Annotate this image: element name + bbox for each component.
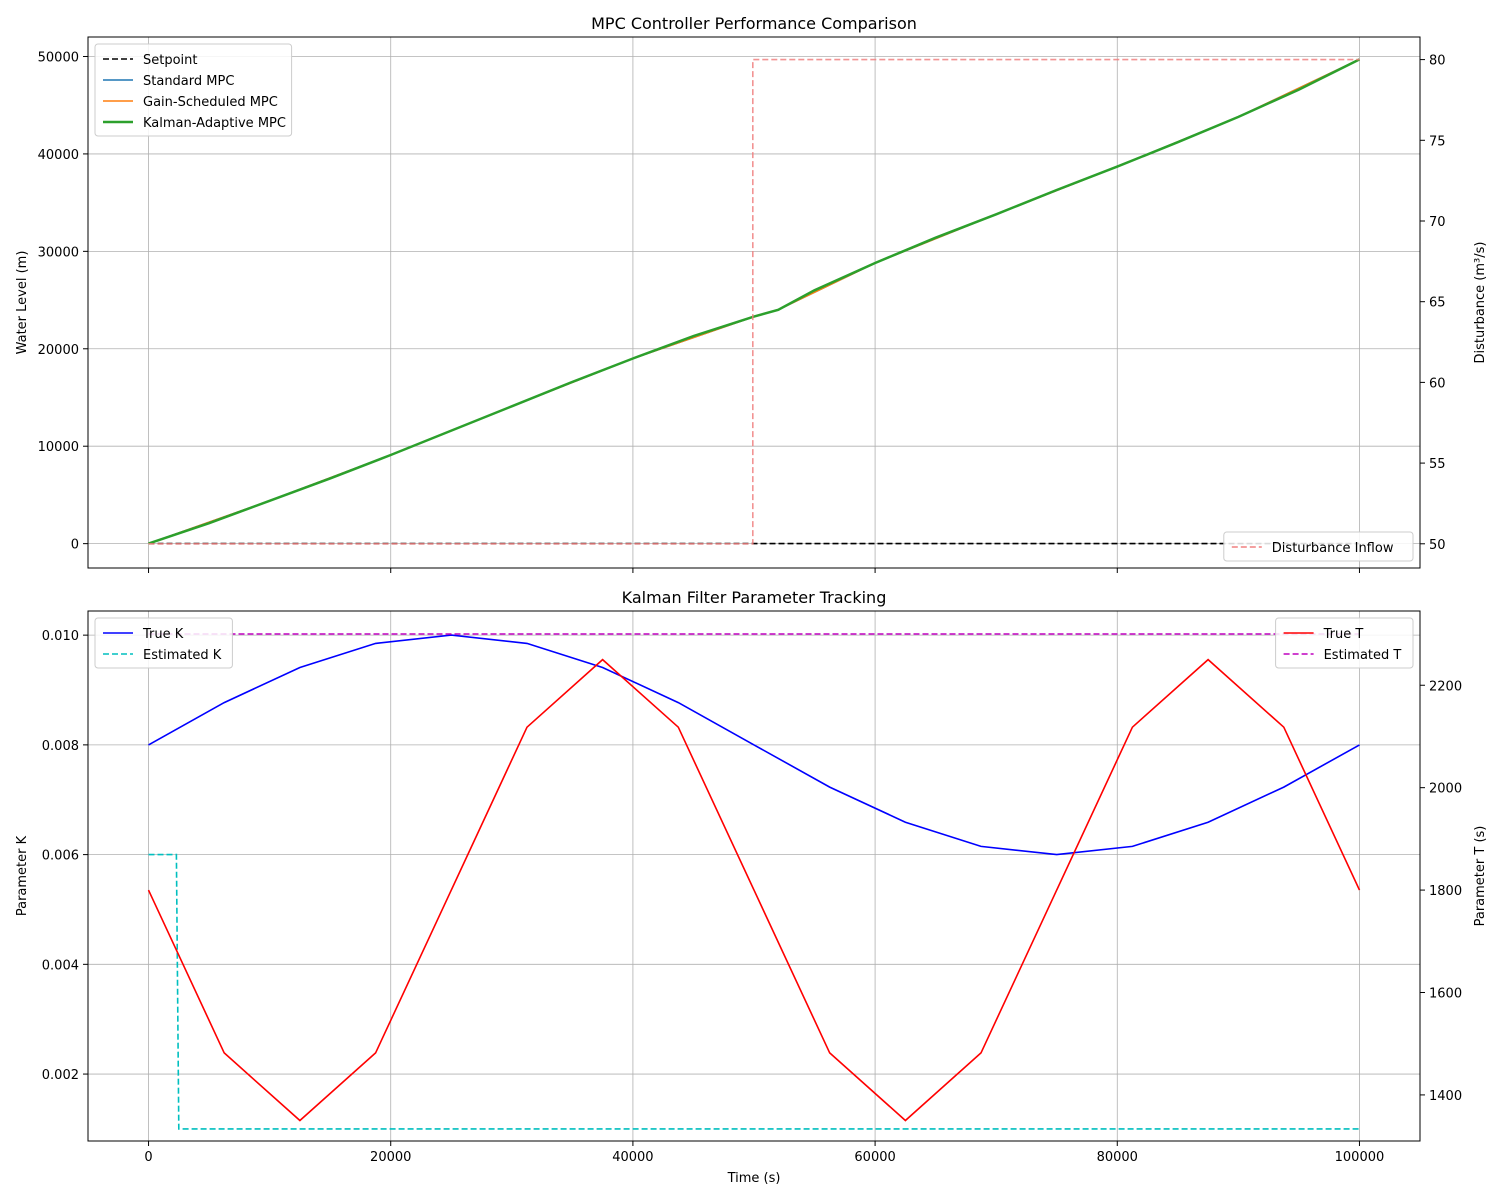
bottom-x-tick-label: 100000 bbox=[1335, 1150, 1385, 1165]
top-y2-tick-label: 55 bbox=[1429, 457, 1446, 472]
top-y-tick-label: 50000 bbox=[38, 50, 79, 65]
bottom-x-tick-label: 80000 bbox=[1097, 1150, 1138, 1165]
legend-label: Standard MPC bbox=[143, 74, 234, 89]
bottom-x-tick-label: 60000 bbox=[854, 1150, 895, 1165]
legend-box bbox=[94, 617, 233, 669]
panel-top: 0 10000 20000 30000 40000 50000 50 55 60 65 70 75 80… bbox=[15, 14, 1488, 573]
series-kalman-adaptive-mpc bbox=[148, 58, 1361, 545]
bottom-chart-title: Kalman Filter Parameter Tracking bbox=[622, 588, 887, 607]
series-estimated-k bbox=[148, 853, 1360, 1130]
top-y-tick-label: 30000 bbox=[38, 245, 79, 260]
bottom-plot-area bbox=[147, 633, 1361, 1130]
bottom-y-axis-label: Parameter K bbox=[15, 835, 30, 916]
series-gain-scheduled-mpc bbox=[148, 58, 1360, 545]
series-true-k bbox=[148, 634, 1360, 856]
top-y-tick-label: 10000 bbox=[38, 440, 79, 455]
legend-box bbox=[94, 43, 293, 137]
legend-box bbox=[1223, 531, 1414, 562]
series-true-t bbox=[147, 658, 1361, 1122]
top-y2-tick-label: 75 bbox=[1429, 134, 1446, 149]
legend-label: Disturbance Inflow bbox=[1272, 541, 1394, 556]
legend-label: Estimated K bbox=[143, 648, 222, 663]
top-axes-frame bbox=[87, 36, 1421, 569]
top-plot-area bbox=[148, 58, 1361, 545]
legend-box bbox=[1275, 617, 1414, 669]
legend-label: Kalman-Adaptive MPC bbox=[143, 116, 286, 131]
top-y2-tick-label: 50 bbox=[1429, 538, 1446, 553]
bottom-y-tick-label: 0.004 bbox=[42, 958, 79, 973]
top-y2-tick-label: 80 bbox=[1429, 54, 1446, 69]
panel-bottom: 0 20000 40000 60000 80000 100000 0.002 0.004 0.0… bbox=[15, 588, 1488, 1186]
bottom-x-tick-label: 20000 bbox=[370, 1150, 411, 1165]
series-standard-mpc bbox=[148, 58, 1360, 545]
legend-label: Estimated T bbox=[1324, 648, 1402, 663]
top-legend-lower-right: Disturbance Inflow bbox=[1223, 531, 1414, 562]
top-y-tick-label: 0 bbox=[71, 538, 79, 553]
top-y2-tick-label: 60 bbox=[1429, 376, 1446, 391]
top-y2-tick-label: 70 bbox=[1429, 215, 1446, 230]
bottom-axes-frame bbox=[87, 610, 1421, 1142]
top-y-axis-label: Water Level (m) bbox=[15, 251, 30, 355]
legend-label: True T bbox=[1323, 627, 1364, 642]
top-y-tick-label: 20000 bbox=[38, 343, 79, 358]
bottom-y2-tick-label: 1600 bbox=[1429, 986, 1462, 1001]
bottom-y-tick-label: 0.002 bbox=[42, 1068, 79, 1083]
legend-label: Setpoint bbox=[143, 53, 198, 68]
series-disturbance-inflow bbox=[148, 58, 1360, 545]
bottom-legend-upper-right: True T Estimated T bbox=[1275, 617, 1414, 669]
legend-label: True K bbox=[142, 627, 184, 642]
bottom-y2-tick-label: 1800 bbox=[1429, 884, 1462, 899]
top-chart-title: MPC Controller Performance Comparison bbox=[591, 14, 917, 33]
bottom-y-tick-label: 0.006 bbox=[42, 849, 79, 864]
legend-label: Gain-Scheduled MPC bbox=[143, 95, 278, 110]
bottom-legend-upper-left: True K Estimated K bbox=[94, 617, 233, 669]
top-y2-tick-label: 65 bbox=[1429, 296, 1446, 311]
bottom-y2-axis-label: Parameter T (s) bbox=[1473, 826, 1488, 927]
bottom-x-tick-label: 40000 bbox=[612, 1150, 653, 1165]
bottom-y2-tick-label: 2000 bbox=[1429, 782, 1462, 797]
bottom-y2-tick-label: 1400 bbox=[1429, 1089, 1462, 1104]
top-y2-axis-label: Disturbance (m³/s) bbox=[1473, 242, 1488, 364]
bottom-y-tick-label: 0.010 bbox=[42, 629, 79, 644]
bottom-y2-tick-label: 2200 bbox=[1429, 679, 1462, 694]
bottom-x-tick-label: 0 bbox=[144, 1150, 152, 1165]
bottom-x-axis-label: Time (s) bbox=[727, 1171, 781, 1186]
top-y-tick-label: 40000 bbox=[38, 148, 79, 163]
top-legend-upper-left: Setpoint Standard MPC Gain-Scheduled MPC Ka… bbox=[94, 43, 293, 137]
bottom-y-tick-label: 0.008 bbox=[42, 739, 79, 754]
